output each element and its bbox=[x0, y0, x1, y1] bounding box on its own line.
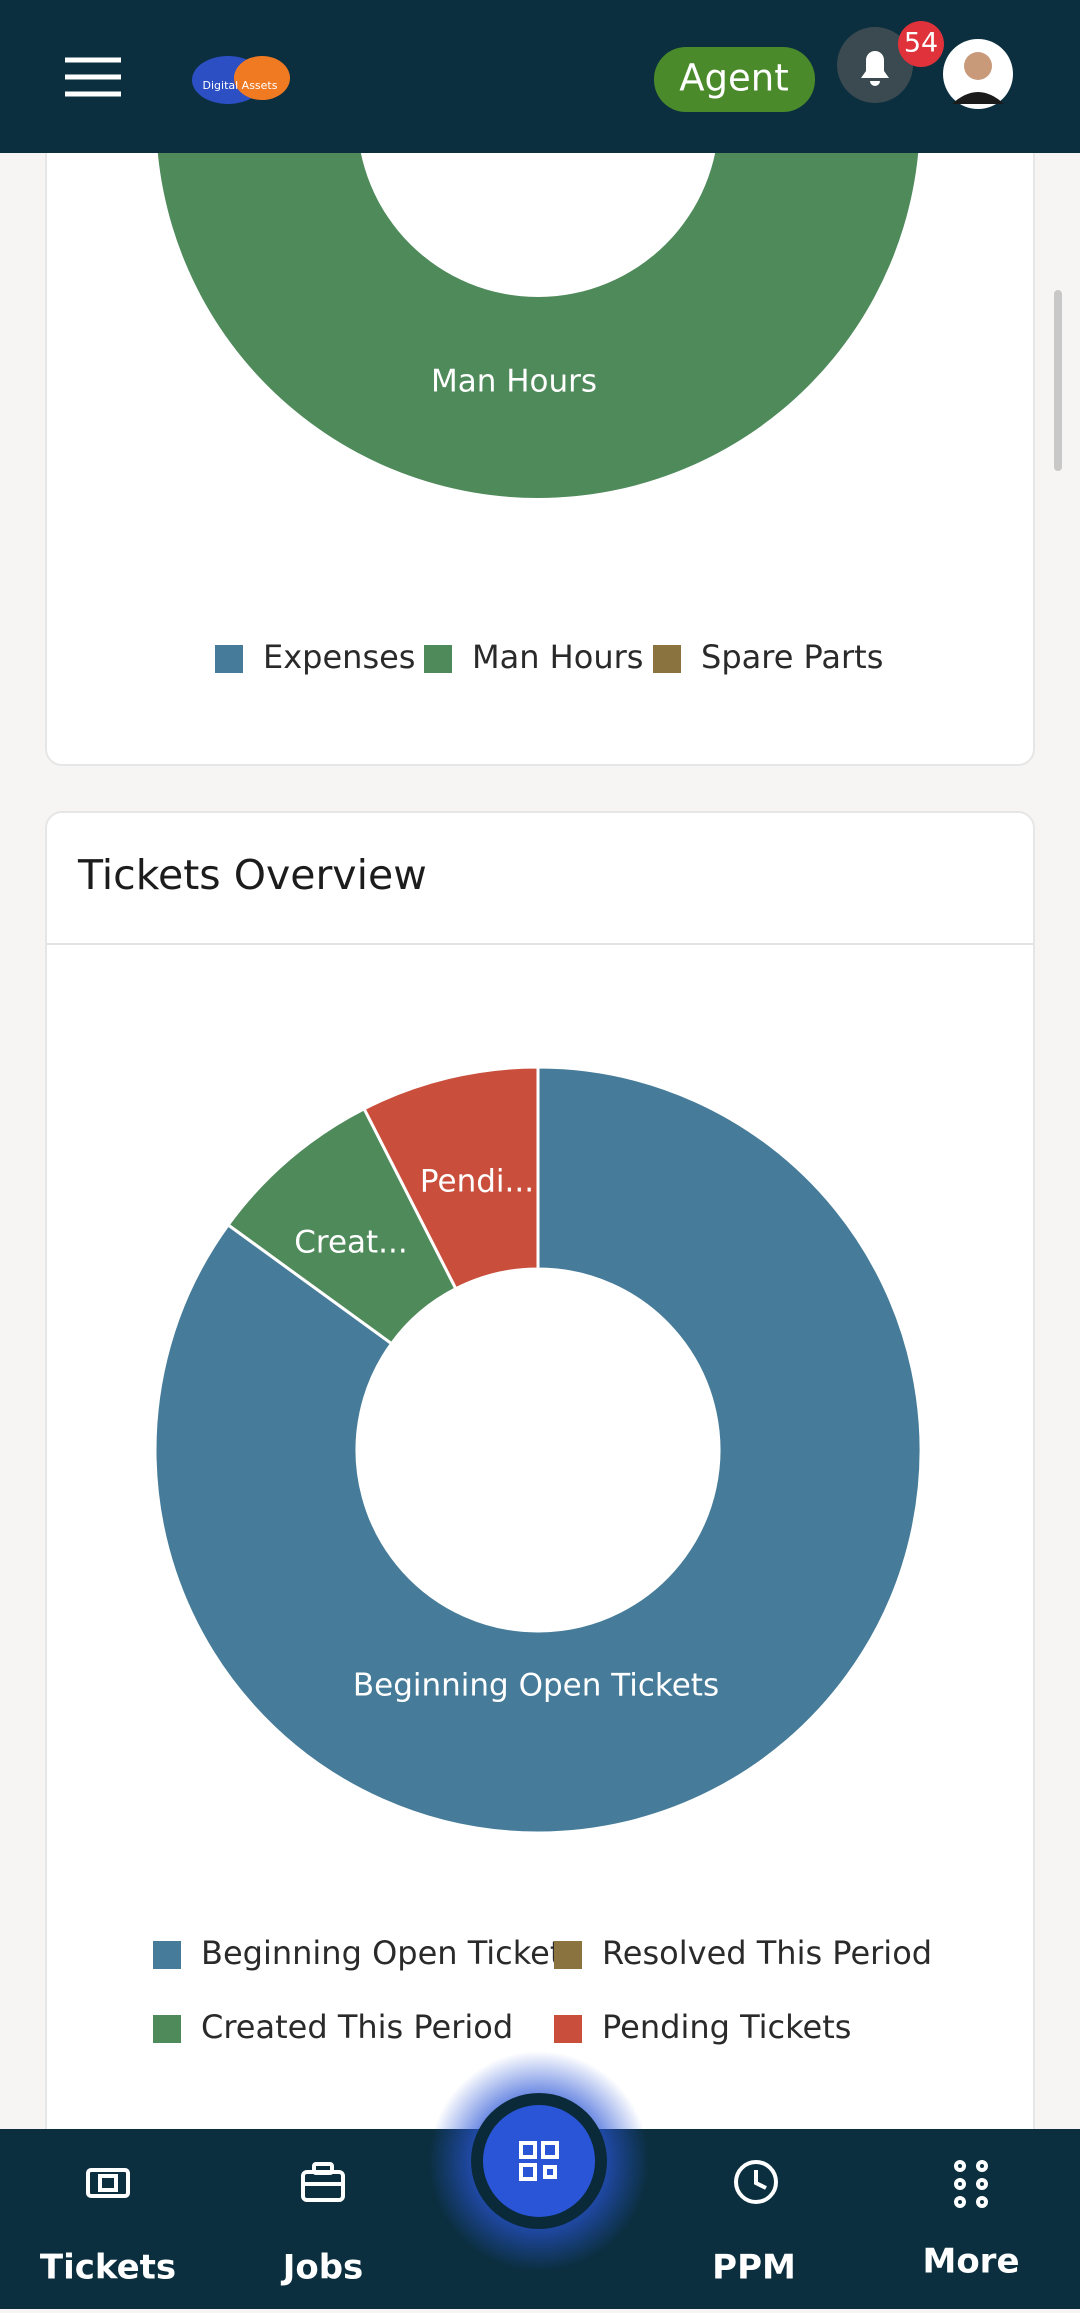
notification-count: 54 bbox=[904, 28, 938, 59]
nav-label[interactable]: Tickets bbox=[40, 2248, 176, 2288]
slice-label: Beginning Open Tickets bbox=[353, 1668, 719, 1704]
nav-label[interactable]: More bbox=[922, 2242, 1019, 2282]
legend-swatch[interactable] bbox=[554, 1941, 582, 1969]
card-title: Tickets Overview bbox=[77, 851, 427, 899]
role-text: Agent bbox=[679, 57, 789, 100]
legend-label[interactable]: Man Hours bbox=[472, 638, 643, 676]
avatar-head bbox=[964, 52, 992, 80]
logo-text: Digital Assets bbox=[203, 79, 278, 92]
qr-icon bbox=[519, 2141, 559, 2181]
legend-label[interactable]: Resolved This Period bbox=[602, 1934, 932, 1972]
avatar-body bbox=[952, 92, 1004, 104]
legend-label[interactable]: Spare Parts bbox=[701, 638, 883, 676]
menu-button[interactable] bbox=[65, 57, 121, 97]
role-badge[interactable] bbox=[654, 47, 815, 112]
legend-label[interactable]: Expenses bbox=[263, 638, 415, 676]
legend-swatch[interactable] bbox=[153, 1941, 181, 1969]
slice-label: Man Hours bbox=[431, 364, 597, 400]
nav-label[interactable]: Jobs bbox=[281, 2248, 364, 2288]
legend-swatch[interactable] bbox=[424, 645, 452, 673]
notification-badge bbox=[898, 21, 944, 67]
legend-label[interactable]: Beginning Open Tickets bbox=[201, 1934, 579, 1972]
scrollbar bbox=[1054, 290, 1062, 471]
donut-slice bbox=[362, 1065, 540, 1291]
legend-swatch[interactable] bbox=[554, 2015, 582, 2043]
legend-swatch[interactable] bbox=[153, 2015, 181, 2043]
legend-swatch[interactable] bbox=[653, 645, 681, 673]
legend-label[interactable]: Pending Tickets bbox=[602, 2008, 851, 2046]
bell-icon bbox=[861, 51, 889, 86]
donut-slice bbox=[153, 1065, 923, 1835]
slice-label: Creat... bbox=[294, 1225, 408, 1261]
slice-label: Pendi... bbox=[420, 1164, 534, 1200]
legend-label[interactable]: Created This Period bbox=[201, 2008, 513, 2046]
logo: Digital Assets bbox=[192, 56, 290, 104]
legend-swatch[interactable] bbox=[215, 645, 243, 673]
nav-label[interactable]: PPM bbox=[712, 2248, 796, 2288]
scan-button[interactable] bbox=[483, 2105, 595, 2217]
nav-items: Tickets Jobs PPM More bbox=[40, 2242, 1020, 2288]
nav-icons bbox=[86, 2160, 988, 2208]
